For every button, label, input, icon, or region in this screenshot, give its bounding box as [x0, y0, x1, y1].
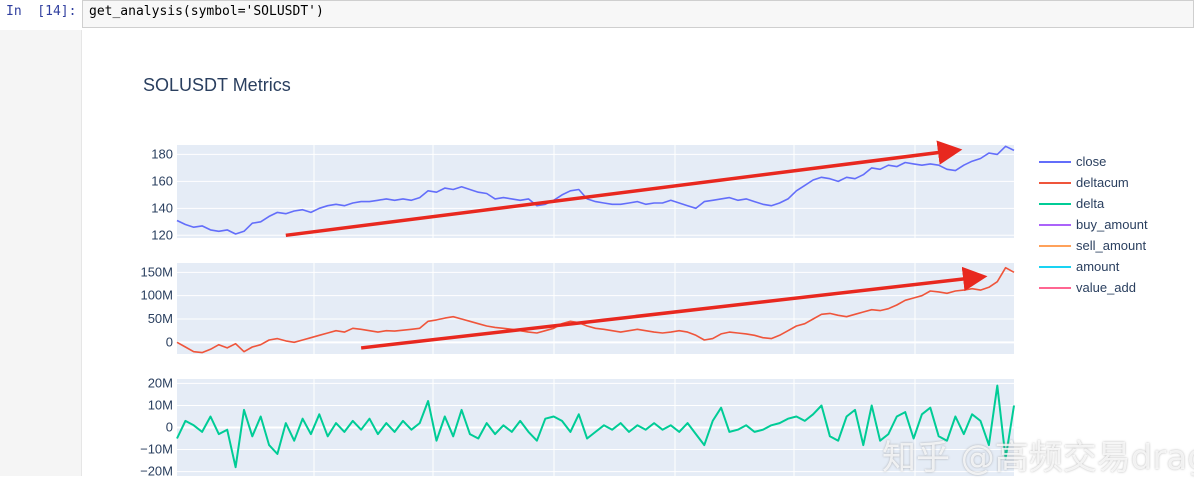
annotation-arrow	[285, 140, 963, 238]
series-line-delta	[176, 384, 1015, 469]
output-gutter	[0, 30, 82, 476]
legend-label: close	[1076, 154, 1106, 169]
legend-label: deltacum	[1076, 175, 1129, 190]
watermark: 知乎 @高频交易dragon	[882, 438, 1194, 478]
y-tick-label: 140	[151, 200, 173, 215]
legend-label: buy_amount	[1076, 217, 1148, 232]
subplots: 120 140 160 180 0 50M 100M 150M −20M −10M 0 10M 20M	[140, 145, 1015, 476]
y-tick-label: 20M	[148, 375, 173, 390]
chart-title: SOLUSDT Metrics	[143, 75, 291, 95]
y-tick-label: 10M	[148, 397, 173, 412]
code-editor[interactable]: get_analysis(symbol='SOLUSDT')	[82, 0, 1194, 28]
legend-label: value_add	[1076, 280, 1136, 295]
legend[interactable]: close deltacum delta buy_amount sell_amounta…	[1039, 154, 1148, 295]
legend-item-deltacum[interactable]: deltacum	[1039, 175, 1129, 190]
series-line-deltacum	[176, 266, 1015, 354]
y-tick-label: 180	[151, 146, 173, 161]
y-tick-label: 100M	[140, 288, 173, 303]
y-tick-label: 0	[166, 334, 173, 349]
series-line-close	[176, 145, 1015, 235]
y-tick-label: −10M	[140, 442, 173, 457]
output-area: SOLUSDT Metrics 120 140 160 180 0 50M 100M 150M…	[82, 30, 1194, 478]
legend-label: amount	[1076, 259, 1120, 274]
panel-delta: −20M −10M 0 10M 20M	[140, 375, 1015, 476]
y-tick-label: −20M	[140, 464, 173, 476]
y-tick-label: 160	[151, 173, 173, 188]
legend-item-sell_amount[interactable]: sell_amount	[1039, 238, 1146, 253]
y-tick-label: 120	[151, 227, 173, 242]
plotly-figure[interactable]: SOLUSDT Metrics 120 140 160 180 0 50M 100M 150M…	[82, 30, 1194, 476]
legend-item-amount[interactable]: amount	[1039, 259, 1120, 274]
legend-item-close[interactable]: close	[1039, 154, 1106, 169]
legend-item-value_add[interactable]: value_add	[1039, 280, 1136, 295]
plot-background	[177, 263, 1014, 354]
legend-label: sell_amount	[1076, 238, 1146, 253]
panel-deltacum: 0 50M 100M 150M	[140, 263, 1015, 354]
cell-prompt: In [14]:	[6, 4, 77, 19]
y-tick-label: 0	[166, 420, 173, 435]
legend-item-buy_amount[interactable]: buy_amount	[1039, 217, 1148, 232]
annotation-arrow	[360, 266, 988, 350]
legend-item-delta[interactable]: delta	[1039, 196, 1105, 211]
y-tick-label: 50M	[148, 311, 173, 326]
input-cell[interactable]: In [14]: get_analysis(symbol='SOLUSDT')	[0, 0, 1194, 30]
code-text[interactable]: get_analysis(symbol='SOLUSDT')	[89, 4, 324, 19]
y-tick-label: 150M	[140, 264, 173, 279]
annotation-arrows	[285, 140, 988, 350]
legend-label: delta	[1076, 196, 1105, 211]
